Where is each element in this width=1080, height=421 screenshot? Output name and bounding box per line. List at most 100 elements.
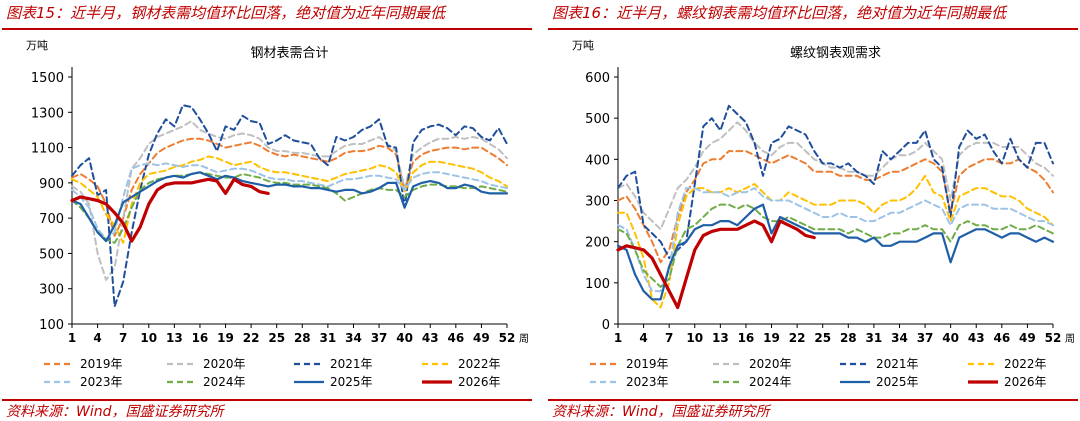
x-tick-label: 28 [294, 331, 311, 345]
x-tick-label: 43 [968, 331, 985, 345]
x-tick-label: 1 [614, 331, 622, 345]
x-tick-label: 52 [1045, 331, 1062, 345]
series-line-2026 [616, 219, 816, 310]
series-line-2024 [617, 203, 1054, 288]
series-line-2026 [70, 177, 270, 243]
y-tick-label: 500 [585, 112, 610, 127]
y-tick-label: 300 [39, 283, 64, 298]
legend-label-2024: 2024年 [203, 375, 246, 389]
figure-title: 图表15：近半月，钢材表需均值环比回落，绝对值为近年同期最低 [6, 4, 446, 22]
chart-title: 螺纹钢表观需求 [790, 46, 881, 61]
chart-title: 钢材表需合计 [250, 46, 328, 61]
x-tick-label: 49 [473, 331, 490, 345]
y-tick-label: 0 [602, 318, 610, 333]
series-line-2024 [71, 171, 508, 244]
x-tick-label: 25 [814, 331, 831, 345]
legend-label-2023: 2023年 [80, 375, 123, 389]
x-axis-unit: 周 [1065, 333, 1075, 345]
x-tick-label: 4 [639, 331, 647, 345]
y-axis-unit: 万吨 [572, 39, 594, 52]
x-tick-label: 1 [68, 331, 76, 345]
x-tick-label: 40 [942, 331, 959, 345]
x-tick-label: 16 [192, 331, 209, 345]
x-tick-label: 46 [447, 331, 464, 345]
y-tick-label: 100 [585, 277, 610, 292]
series-line-2021 [617, 104, 1054, 260]
legend-label-2024: 2024年 [749, 375, 792, 389]
legend-label-2026: 2026年 [1004, 375, 1047, 389]
legend-label-2025: 2025年 [330, 375, 373, 389]
legend-label-2020: 2020年 [203, 357, 246, 371]
y-tick-label: 600 [585, 71, 610, 86]
series-line-2020 [71, 120, 508, 281]
x-axis-unit: 周 [519, 333, 529, 345]
source-rule [2, 399, 532, 401]
x-tick-label: 43 [422, 331, 439, 345]
y-tick-label: 500 [39, 247, 64, 262]
legend-label-2019: 2019年 [80, 357, 123, 371]
series-line-2025 [616, 203, 1055, 301]
series-line-2022 [71, 155, 508, 244]
legend-label-2019: 2019年 [626, 357, 669, 371]
series-line-2022 [617, 174, 1054, 309]
x-tick-label: 4 [93, 331, 101, 345]
x-tick-label: 22 [243, 331, 260, 345]
legend-label-2022: 2022年 [458, 357, 501, 371]
x-tick-label: 19 [763, 331, 780, 345]
legend-label-2021: 2021年 [876, 357, 919, 371]
y-tick-label: 1500 [31, 71, 64, 86]
legend-label-2020: 2020年 [749, 357, 792, 371]
title-rule [548, 28, 1078, 30]
legend-label-2023: 2023年 [626, 375, 669, 389]
series-line-2019 [617, 150, 1054, 264]
y-tick-label: 100 [39, 318, 64, 333]
y-axis-unit: 万吨 [26, 39, 48, 52]
x-tick-label: 34 [345, 331, 362, 345]
x-tick-label: 16 [738, 331, 755, 345]
x-tick-label: 31 [320, 331, 337, 345]
x-tick-label: 46 [993, 331, 1010, 345]
title-rule [2, 28, 532, 30]
y-tick-label: 400 [585, 153, 610, 168]
legend-label-2022: 2022年 [1004, 357, 1047, 371]
x-tick-label: 25 [268, 331, 285, 345]
y-tick-label: 700 [39, 212, 64, 227]
x-tick-label: 52 [499, 331, 516, 345]
x-tick-label: 37 [917, 331, 934, 345]
y-tick-label: 1300 [31, 106, 64, 121]
x-tick-label: 13 [166, 331, 183, 345]
legend-label-2026: 2026年 [458, 375, 501, 389]
y-tick-label: 900 [39, 177, 64, 192]
series-line-2025 [70, 171, 509, 243]
source-note: 资料来源：Wind，国盛证券研究所 [6, 404, 224, 420]
x-tick-label: 22 [789, 331, 806, 345]
y-tick-label: 1100 [31, 142, 64, 157]
x-tick-label: 19 [217, 331, 234, 345]
source-note: 资料来源：Wind，国盛证券研究所 [552, 404, 770, 420]
x-tick-label: 31 [866, 331, 883, 345]
y-tick-label: 200 [585, 236, 610, 251]
x-tick-label: 10 [686, 331, 703, 345]
x-tick-label: 28 [840, 331, 857, 345]
series-line-2021 [71, 104, 508, 308]
x-tick-label: 13 [712, 331, 729, 345]
series-line-2023 [71, 162, 508, 241]
source-rule [548, 399, 1078, 401]
x-tick-label: 7 [119, 331, 127, 345]
x-tick-label: 40 [396, 331, 413, 345]
chart-panel-rebar-demand: 图表16：近半月，螺纹钢表需均值环比回落，绝对值为近年同期最低 万吨螺纹钢表观需… [548, 0, 1078, 421]
x-tick-label: 49 [1019, 331, 1036, 345]
series-line-2019 [71, 137, 508, 237]
legend-label-2021: 2021年 [330, 357, 373, 371]
series-line-2020 [617, 121, 1054, 231]
chart-panel-steel-demand: 图表15：近半月，钢材表需均值环比回落，绝对值为近年同期最低 万吨钢材表需合计 1… [2, 0, 532, 421]
x-tick-label: 37 [371, 331, 388, 345]
figure-title: 图表16：近半月，螺纹钢表需均值环比回落，绝对值为近年同期最低 [552, 4, 1007, 22]
legend-label-2025: 2025年 [876, 375, 919, 389]
x-tick-label: 34 [891, 331, 908, 345]
x-tick-label: 7 [665, 331, 673, 345]
series-line-2023 [617, 187, 1054, 293]
x-tick-label: 10 [140, 331, 157, 345]
